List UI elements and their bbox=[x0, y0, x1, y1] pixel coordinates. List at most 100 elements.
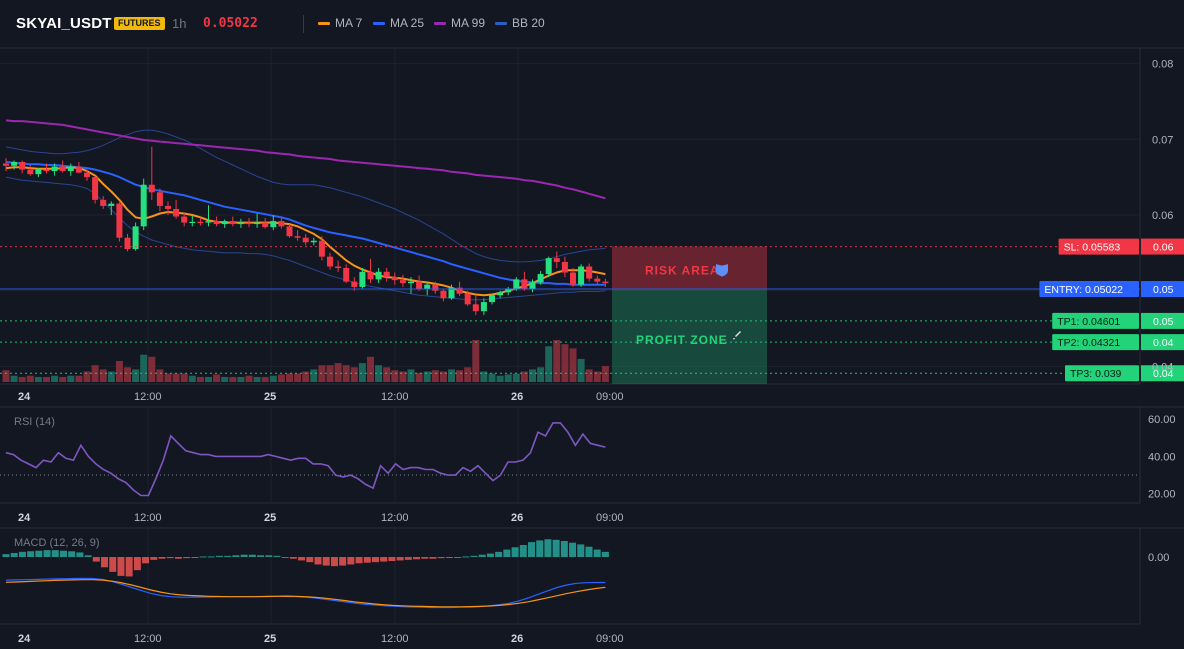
time-tick-label: 12:00 bbox=[134, 391, 162, 403]
volume-bar bbox=[51, 375, 59, 382]
macd-histogram-bar bbox=[92, 557, 100, 562]
tp2-tag[interactable] bbox=[1052, 334, 1139, 351]
candle-body bbox=[343, 268, 350, 282]
macd-histogram-bar bbox=[166, 557, 174, 559]
tp1-tag[interactable] bbox=[1052, 312, 1139, 329]
volume-bar bbox=[431, 370, 439, 382]
candle-body bbox=[586, 266, 593, 279]
candle-body bbox=[92, 177, 99, 200]
macd-histogram-bar bbox=[585, 546, 593, 557]
macd-histogram-bar bbox=[470, 555, 478, 557]
tp1-tag-label: TP1: 0.04601 bbox=[1057, 316, 1120, 328]
macd-histogram-bar bbox=[495, 551, 503, 557]
volume-bar bbox=[577, 358, 585, 382]
candle-body bbox=[27, 169, 34, 175]
rsi-tick-label: 40.00 bbox=[1148, 451, 1176, 463]
volume-bar bbox=[472, 340, 480, 382]
candle-body bbox=[278, 221, 285, 227]
volume-bar bbox=[99, 369, 107, 382]
volume-bar bbox=[358, 363, 366, 382]
time-tick-label: 09:00 bbox=[596, 391, 624, 403]
ma25-swatch-icon bbox=[373, 21, 385, 25]
macd-histogram-bar bbox=[552, 539, 560, 557]
rocket-icon bbox=[733, 331, 741, 340]
candle-body bbox=[229, 221, 236, 225]
volume-bar bbox=[480, 371, 488, 382]
volume-bar bbox=[504, 374, 512, 382]
macd-histogram-bar bbox=[2, 554, 10, 557]
candle-body bbox=[165, 205, 171, 209]
candle-body bbox=[213, 221, 220, 225]
legend-bb20[interactable]: BB 20 bbox=[495, 16, 545, 30]
volume-bar bbox=[18, 376, 26, 382]
candlesticks bbox=[3, 146, 609, 315]
moving-averages bbox=[5, 119, 606, 297]
candle-body bbox=[529, 282, 536, 290]
volume-bar bbox=[350, 367, 358, 382]
candle-body bbox=[456, 287, 463, 294]
macd-histogram-bar bbox=[486, 553, 494, 557]
risk-area-zone[interactable] bbox=[612, 246, 767, 290]
macd-histogram-bar bbox=[76, 552, 84, 557]
macd-histogram-bar bbox=[314, 557, 322, 565]
profit-zone[interactable] bbox=[612, 289, 767, 384]
time-tick-label: 09:00 bbox=[596, 512, 624, 524]
candle-body bbox=[440, 290, 447, 299]
tp3-tag[interactable] bbox=[1065, 365, 1139, 382]
volume-bar bbox=[456, 370, 464, 382]
volume-bar bbox=[569, 348, 577, 382]
candle-body bbox=[602, 281, 609, 284]
candle-body bbox=[237, 222, 244, 225]
legend-ma7[interactable]: MA 7 bbox=[318, 16, 362, 30]
entry-tag[interactable] bbox=[1039, 281, 1139, 298]
macd-histogram-bar bbox=[462, 556, 470, 558]
candle-body bbox=[351, 281, 358, 287]
macd-histogram-bar bbox=[109, 557, 117, 572]
volume-bar bbox=[561, 344, 569, 382]
macd-histogram-bar bbox=[544, 539, 552, 557]
price-tick-label: 0.06 bbox=[1152, 210, 1173, 222]
candle-body bbox=[318, 240, 325, 257]
last-price: 0.05022 bbox=[203, 16, 258, 31]
symbol-name[interactable]: SKYAI_USDT bbox=[16, 15, 112, 32]
sl-tag-label: SL: 0.05583 bbox=[1064, 242, 1121, 254]
time-tick-label: 09:00 bbox=[596, 633, 624, 645]
volume-bar bbox=[334, 363, 342, 382]
ma99-swatch-icon bbox=[434, 21, 446, 25]
legend-ma25[interactable]: MA 25 bbox=[373, 16, 424, 30]
candle-body bbox=[505, 288, 512, 293]
volume-bar bbox=[294, 373, 302, 382]
volume-bar bbox=[115, 361, 123, 382]
candle-body bbox=[391, 277, 398, 281]
rsi-pane: 60.00 40.00 20.00 bbox=[0, 414, 1176, 501]
macd-histogram-bar bbox=[248, 554, 256, 557]
volume-bar bbox=[245, 375, 253, 382]
macd-histogram-bar bbox=[396, 557, 404, 561]
entry-axis-label: 0.05 bbox=[1153, 284, 1174, 296]
header-divider bbox=[303, 15, 304, 33]
candle-body bbox=[294, 236, 301, 238]
macd-histogram-bar bbox=[593, 549, 601, 557]
macd-histogram-bar bbox=[133, 557, 141, 571]
macd-histogram-bar bbox=[117, 557, 125, 576]
macd-histogram-bar bbox=[577, 544, 585, 557]
candle-body bbox=[35, 169, 42, 175]
price-tick-label: 0.08 bbox=[1152, 59, 1173, 71]
ma25-line bbox=[5, 161, 606, 286]
macd-histogram-bar bbox=[404, 557, 412, 560]
candle-body bbox=[197, 221, 204, 224]
candle-body bbox=[327, 256, 333, 267]
entry-axis-tag bbox=[1141, 281, 1184, 298]
ma7-swatch-icon bbox=[318, 21, 330, 25]
volume-bar bbox=[529, 369, 536, 382]
timeframe-label[interactable]: 1h bbox=[172, 16, 187, 31]
trade-levels: SL: 0.05583 0.06 ENTRY: 0.05022 0.05 TP1: 0.… bbox=[0, 238, 1184, 382]
candle-body bbox=[335, 266, 342, 268]
macd-histogram-bar bbox=[536, 540, 544, 557]
candle-body bbox=[59, 166, 66, 172]
legend-ma99[interactable]: MA 99 bbox=[434, 16, 485, 30]
macd-histogram-bar bbox=[298, 557, 306, 561]
sl-tag[interactable] bbox=[1058, 238, 1139, 255]
time-tick-label: 12:00 bbox=[134, 633, 162, 645]
